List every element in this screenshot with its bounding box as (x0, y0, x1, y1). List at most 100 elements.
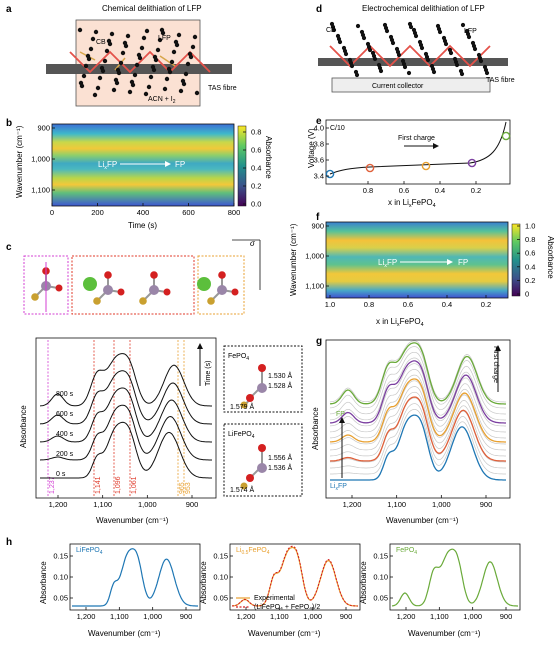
h1-label: LiFePO4 (76, 547, 103, 556)
tick-label: 400 (137, 208, 150, 217)
spectrum-line (329, 363, 506, 427)
mode-wavenumber: 1,237 (49, 476, 56, 494)
cb-particle (484, 70, 490, 76)
f-xticks: 1.0 0.8 0.6 0.4 0.2 (325, 295, 491, 309)
b-xlabel: Time (s) (128, 221, 157, 230)
tick-label: 0 (50, 208, 54, 217)
spectrum-line (72, 548, 198, 607)
cb-particle (361, 35, 367, 41)
f-colorbar (511, 223, 521, 297)
tick-label: 0.05 (373, 594, 388, 603)
oxygen-atom (218, 271, 226, 279)
tick-label: 900 (37, 124, 50, 133)
cb-particle (141, 35, 147, 41)
spectrum-line (329, 386, 506, 451)
tick-label: 600 (182, 208, 195, 217)
c-sigma: σ (250, 239, 256, 248)
iron-atom (103, 285, 113, 295)
oxygen-atom (117, 288, 125, 296)
tick-label: 900 (180, 612, 193, 621)
cb-particle (139, 45, 145, 51)
tick-label: 0.4 (435, 186, 445, 195)
cb-particle (355, 23, 361, 29)
cb-particle (194, 90, 200, 96)
tick-label: 1,100 (31, 186, 50, 195)
e-plot-frame (325, 119, 511, 185)
cb-particle (159, 27, 165, 33)
cb-particle (120, 50, 126, 56)
cb-particle (134, 62, 140, 68)
g-xticks: 1,200 1,100 1,000 900 (343, 495, 492, 509)
h2-label: Li0.5FePO4 (236, 547, 270, 556)
panel-f-label: f (316, 212, 320, 223)
h-ylabel: Absorbance (39, 561, 48, 604)
e-marker (467, 158, 477, 168)
spectrum-line (39, 404, 212, 461)
cb-particle (155, 47, 161, 53)
spectrum-line (329, 360, 506, 424)
spectrum-line (330, 409, 506, 475)
spectrum-line (232, 546, 358, 607)
cb-particle (77, 27, 83, 33)
oxygen-atom (231, 288, 239, 296)
tick-label: 1,100 (305, 282, 324, 291)
time-label: 800 s (56, 391, 74, 398)
tick-label: 1,000 (432, 500, 451, 509)
spectrum-line (330, 378, 506, 443)
tick-label: 1,200 (237, 612, 256, 621)
tas-fibre-d (318, 58, 508, 66)
spectrum-line (330, 374, 506, 439)
h-lifepo4: 0.15 0.10 0.05 1,200 1,100 1,000 900 Absorbance… (39, 543, 201, 638)
panel-a: a Chemical delithiation of LFP CB LFP AC… (6, 4, 237, 107)
tick-label: 0.05 (213, 594, 228, 603)
mode-wavenumber: 1,141 (95, 476, 102, 494)
cb-particle (118, 60, 124, 66)
spectrum-line (329, 369, 506, 433)
f-overlay-to: FP (458, 258, 468, 267)
cb-particle (146, 84, 152, 90)
lifepo4-bond-3: 1.574 Å (230, 485, 254, 494)
mode-wavenumber: 1,096 (115, 476, 122, 494)
tick-label: 0.2 (481, 300, 491, 309)
lithium-atom (197, 277, 211, 291)
mode-wavenumber: 953 (185, 482, 192, 494)
c-spectra (39, 353, 212, 479)
cb-particle (122, 40, 128, 46)
cb-particle (169, 59, 175, 65)
lfp-crystals-d (329, 44, 491, 68)
spectrum-line (39, 370, 212, 425)
tick-label: 1,000 (303, 612, 322, 621)
tick-label: 900 (311, 222, 324, 231)
cb-particle (93, 29, 99, 35)
h-xlabel: Wavenumber (cm⁻¹) (88, 629, 161, 638)
panel-b-label: b (6, 118, 12, 129)
mode-wavenumber: 965 (179, 482, 186, 494)
cb-particle (384, 28, 390, 34)
spectrum-line (39, 353, 212, 407)
time-label: 0 s (56, 471, 66, 478)
phosphorus-atom (31, 293, 39, 301)
tick-label: 1,100 (93, 500, 112, 509)
panel-d-label: d (316, 4, 322, 15)
tick-label: 0.4 (525, 262, 535, 271)
e-rate: C/10 (330, 125, 345, 132)
cb-particle (88, 46, 94, 52)
cb-particle (113, 77, 119, 83)
cb-particle (125, 33, 131, 39)
g-fp: FP (336, 411, 345, 418)
cb-particle (413, 33, 419, 39)
cb-particle (92, 92, 98, 98)
cb-particle (95, 85, 101, 91)
tick-label: 0.4 (442, 300, 452, 309)
panel-g-label: g (316, 336, 322, 347)
f-overlay-from: LixFP (378, 258, 397, 269)
cb-particle (378, 68, 384, 74)
cb-particle (173, 39, 179, 45)
cb-particle (143, 91, 149, 97)
tick-label: 1,100 (270, 612, 289, 621)
cb-particle (343, 51, 349, 57)
tick-label: 1,200 (343, 500, 362, 509)
tick-label: 0.0 (251, 200, 261, 209)
h-li05fepo4: 0.15 0.10 0.05 1,200 1,100 1,000 900 Absorbance… (199, 543, 361, 638)
